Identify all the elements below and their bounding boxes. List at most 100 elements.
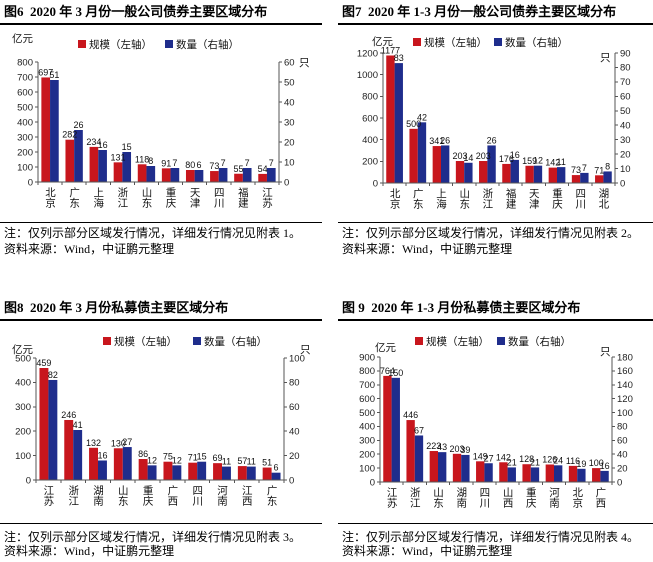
right-tick-label: 100 — [617, 408, 633, 419]
count-data-label: 67 — [414, 425, 424, 435]
scale-data-label: 55 — [234, 164, 244, 174]
count-data-label: 39 — [460, 445, 470, 455]
count-bar — [507, 467, 516, 482]
note-rule — [0, 523, 322, 524]
left-tick-label: 300 — [359, 436, 375, 447]
left-tick-label: 200 — [17, 147, 33, 158]
category-label: 天津 — [528, 188, 540, 210]
right-tick-label: 20 — [284, 137, 295, 148]
category-label: 四川 — [574, 188, 586, 209]
legend-count-label: 数量（右轴） — [204, 335, 267, 348]
left-tick-label: 0 — [370, 477, 375, 488]
scale-bar — [525, 165, 534, 183]
right-tick-label: 40 — [617, 450, 628, 461]
right-tick-label: 80 — [289, 378, 300, 389]
count-bar — [197, 461, 207, 480]
figure-note: 注：仅列示部分区域发行情况，详细发行情况见附表 2。 — [342, 226, 640, 240]
figure-title: 图 9 2020 年 1-3 月份私募债主要区域分布 — [342, 300, 581, 315]
category-label: 河南 — [548, 487, 560, 508]
right-tick-label: 20 — [289, 451, 300, 462]
figure-7-chart: 0 200 400 600 800 1000 1200 0 10 20 30 40 50 60 70 80 90… — [357, 35, 631, 210]
left-tick-label: 400 — [362, 135, 378, 146]
figure-9-chart: 0 100 200 300 400 500 600 700 800 900 0 20 40 60 80 100… — [359, 335, 633, 509]
scale-data-label: 130 — [111, 438, 126, 448]
scale-data-label: 203 — [453, 151, 468, 161]
right-tick-label: 70 — [620, 77, 631, 88]
scale-data-label: 764 — [380, 366, 395, 376]
count-data-label: 12 — [172, 455, 182, 465]
category-label: 江西 — [241, 485, 253, 506]
right-tick-label: 10 — [284, 157, 295, 168]
left-tick-label: 500 — [17, 102, 33, 113]
category-label: 湖北 — [597, 188, 609, 209]
scale-bar — [137, 164, 147, 182]
title-rule — [0, 23, 322, 25]
count-data-label: 6 — [274, 463, 279, 473]
right-axis-unit: 只 — [600, 346, 611, 358]
count-bar — [146, 166, 156, 182]
scale-data-label: 149 — [473, 451, 488, 461]
count-data-label: 41 — [73, 420, 83, 430]
right-tick-label: 0 — [289, 475, 294, 486]
right-tick-label: 40 — [289, 427, 300, 438]
count-data-label: 16 — [97, 450, 107, 460]
count-bar — [464, 162, 473, 183]
left-tick-label: 600 — [359, 394, 375, 405]
left-tick-label: 200 — [15, 427, 31, 438]
right-tick-label: 10 — [620, 164, 631, 175]
count-bar — [218, 168, 228, 182]
scale-bar — [237, 466, 247, 480]
count-bar — [122, 152, 132, 182]
figure-title: 图8 2020 年 3 月份私募债主要区域分布 — [4, 300, 229, 315]
legend-scale-swatch — [78, 40, 86, 48]
scale-data-label: 234 — [86, 137, 101, 147]
count-data-label: 11 — [222, 457, 231, 467]
count-data-label: 7 — [221, 158, 226, 168]
scale-bar — [210, 171, 219, 182]
count-bar — [172, 465, 182, 480]
scale-data-label: 128 — [519, 454, 534, 464]
scale-bar — [502, 163, 511, 183]
count-data-label: 26 — [487, 135, 497, 145]
count-bar — [510, 159, 519, 183]
scale-bar — [432, 146, 441, 183]
count-data-label: 26 — [73, 120, 83, 130]
scale-bar — [163, 461, 173, 480]
count-bar — [557, 167, 566, 183]
count-data-label: 16 — [98, 140, 108, 150]
category-label: 江苏 — [42, 485, 54, 507]
right-tick-label: 50 — [620, 106, 631, 117]
count-bar — [461, 454, 470, 482]
figure-7: 图7 2020 年 1-3 月份一般公司债券主要区域分布 0 200 400 600 8… — [338, 0, 653, 266]
left-tick-label: 100 — [15, 451, 31, 462]
figure-6: 图6 2020 年 3 月份一般公司债券主要区域分布 0 100 200 300 400… — [0, 0, 322, 266]
category-label: 四川 — [191, 485, 203, 506]
count-data-label: 12 — [533, 156, 543, 166]
right-tick-label: 60 — [620, 92, 631, 103]
scale-bar — [161, 168, 171, 182]
count-bar — [603, 171, 612, 183]
scale-data-label: 69 — [213, 453, 223, 463]
scale-bar — [64, 419, 74, 480]
left-tick-label: 900 — [359, 352, 375, 363]
count-data-label: 43 — [437, 442, 447, 452]
right-axis-unit: 只 — [299, 57, 310, 69]
figure-source: 资料来源：Wind，中证鹏元整理 — [4, 544, 175, 558]
scale-data-label: 697 — [38, 67, 53, 77]
count-data-label: 83 — [394, 53, 404, 63]
left-tick-label: 200 — [359, 450, 375, 461]
scale-data-label: 341 — [429, 136, 444, 146]
left-tick-label: 0 — [26, 475, 31, 486]
category-label: 四川 — [213, 187, 225, 208]
right-tick-label: 120 — [617, 394, 633, 405]
category-label: 山东 — [140, 187, 152, 208]
right-tick-label: 180 — [617, 352, 633, 363]
scale-data-label: 86 — [138, 449, 148, 459]
count-bar — [266, 168, 276, 182]
scale-data-label: 1177 — [381, 45, 400, 55]
category-label: 北京 — [44, 187, 56, 209]
scale-bar — [234, 173, 243, 182]
count-data-label: 7 — [582, 163, 587, 173]
scale-data-label: 203 — [450, 444, 465, 454]
count-data-label: 21 — [530, 457, 540, 467]
